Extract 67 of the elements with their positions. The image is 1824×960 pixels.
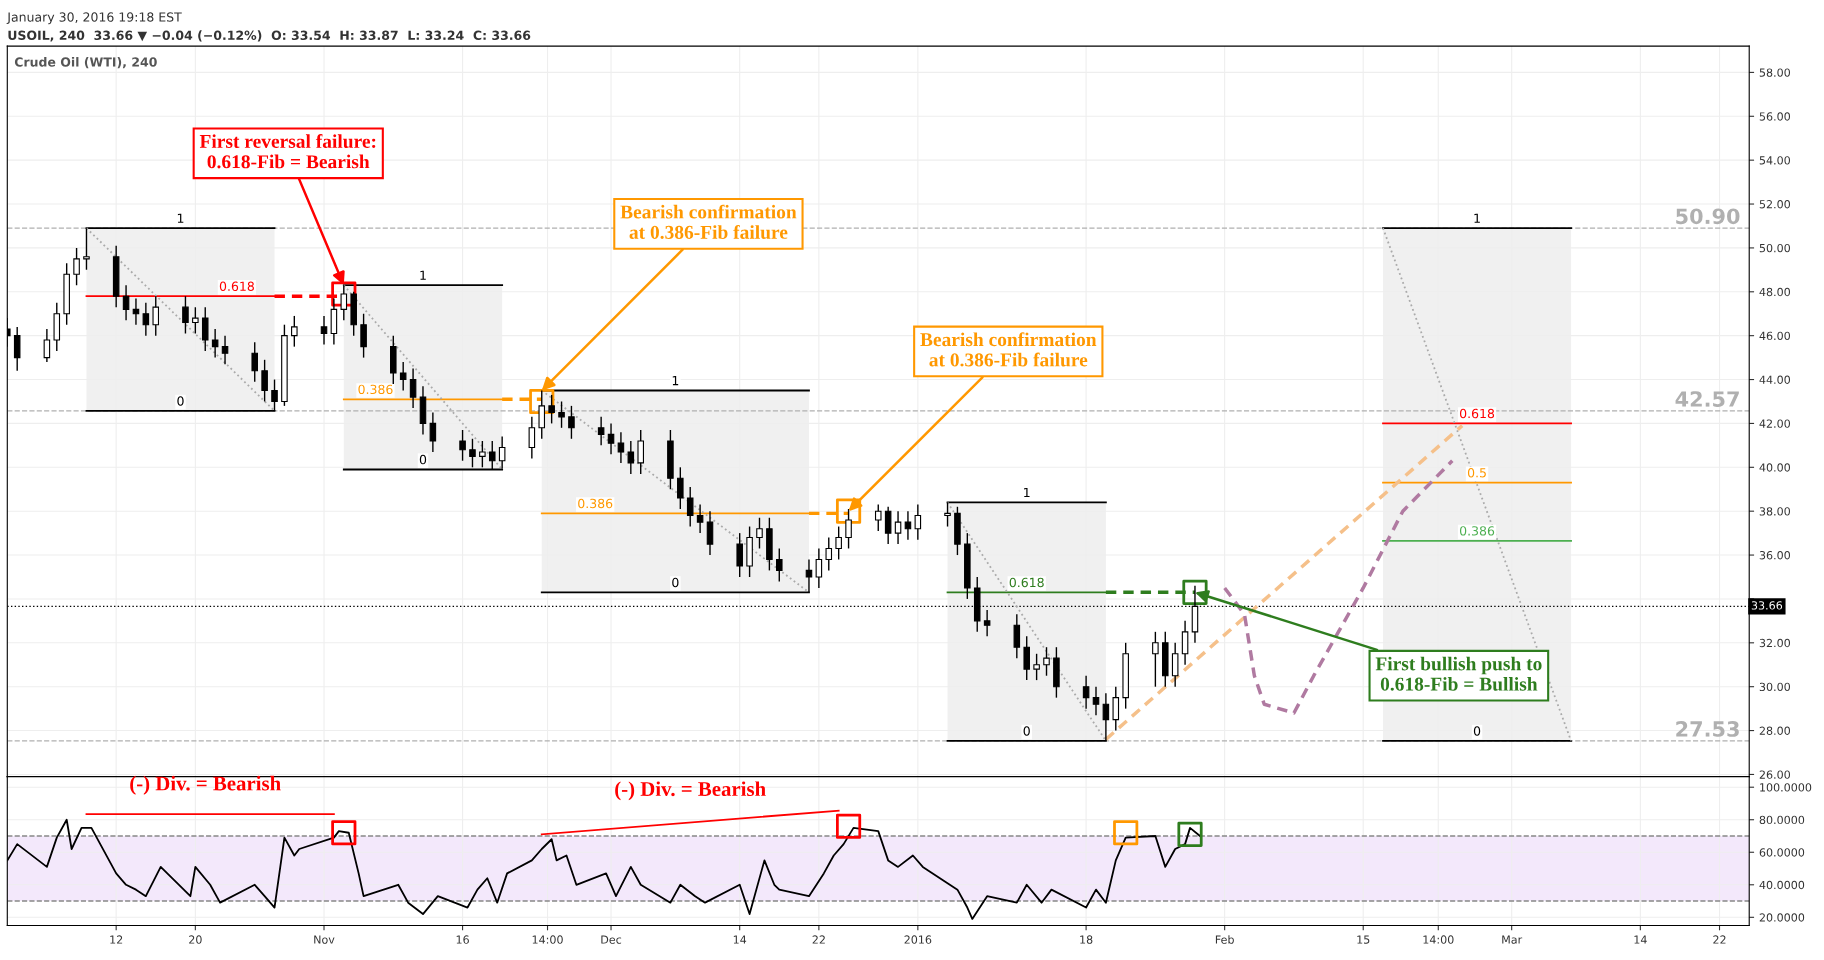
annotation: First bullish push to 0.618-Fib = Bullish [1375,656,1542,691]
series-label: 0 [1023,726,1030,736]
y-tick-label: 100.0000 [1760,783,1812,792]
y-tick-label: 48.00 [1759,287,1791,297]
y-tick-label: 58.00 [1759,68,1791,77]
x-tick-label: 14 [1634,935,1647,944]
series-label: 1 [1024,487,1030,498]
annotation: (-) Div. = Bearish [615,781,766,801]
ref-line-label: 27.53 [1676,721,1739,737]
y-tick-label: 54.00 [1759,156,1791,165]
annotation: First reversal failure: 0.618-Fib = Bearish [199,134,376,169]
x-tick-label: 15 [1357,935,1370,944]
x-tick-label: Nov [314,935,335,944]
ref-line-label: 42.57 [1675,391,1739,407]
series-label: 0.386 [358,384,393,395]
annotation: Bearish confirmation at 0.386-Fib failure [920,332,1097,367]
x-tick-label: 16 [456,935,469,944]
y-tick-label: 40.00 [1759,463,1791,472]
x-tick-label: 20 [189,935,202,944]
series-label: 0.618 [1009,577,1044,588]
x-tick-label: 22 [812,935,825,944]
x-tick-label: 22 [1713,935,1726,944]
series-label: 1 [420,270,426,280]
series-label: 0 [672,577,679,588]
y-tick-label: 38.00 [1759,507,1791,516]
x-tick-label: Feb [1215,935,1234,944]
y-tick-label: 30.00 [1759,682,1791,692]
y-tick-label: 28.00 [1759,726,1791,735]
annotation: Crude Oil (WTI), 240 [14,57,157,69]
y-tick-label: 36.00 [1759,551,1791,560]
x-tick-label: Mar [1502,935,1523,944]
chart-subtitle: USOIL, 240 33.66 ▼ −0.04 (−0.12%) O: 33.54 H: 33.87 L: 33.24 C: 33.66 [8,30,531,42]
annotation: (-) Div. = Bearish [130,775,281,795]
series-label: 1 [177,213,184,223]
x-tick-label: Dec [601,935,622,944]
y-tick-label: 20.0000 [1759,913,1805,922]
x-tick-label: 18 [1080,935,1093,944]
annotation: Bearish confirmation at 0.386-Fib failure [620,204,797,239]
series-label: 0.386 [578,498,613,509]
y-tick-label: 80.0000 [1759,815,1805,825]
ref-line-label: 33.66 [1751,601,1783,610]
x-tick-label: 14 [733,935,747,944]
series-label: 0.618 [219,281,254,291]
x-tick-label: 14:00 [532,935,563,944]
chart-title: January 30, 2016 19:18 EST [6,12,182,25]
x-tick-label: 2016 [904,935,932,944]
series-label: 0.386 [1459,526,1495,536]
series-label: 0 [177,396,184,406]
series-label: 1 [672,376,679,386]
y-tick-label: 42.00 [1759,419,1791,428]
series-label: 0.5 [1467,468,1486,478]
y-tick-label: 50.00 [1759,243,1791,253]
y-tick-label: 44.00 [1759,375,1791,384]
y-tick-label: 56.00 [1759,112,1791,121]
ref-line-label: 50.90 [1676,208,1740,225]
series-label: 0.618 [1459,408,1495,419]
series-label: 0 [1473,726,1481,736]
x-tick-label: 12 [110,935,123,944]
y-tick-label: 52.00 [1759,200,1791,209]
y-tick-label: 26.00 [1759,770,1791,779]
y-tick-label: 46.00 [1759,331,1791,341]
series-label: 0 [419,454,427,465]
y-tick-label: 60.0000 [1759,848,1805,857]
x-tick-label: 14:00 [1423,935,1454,944]
y-tick-label: 32.00 [1759,638,1791,648]
series-label: 1 [1474,213,1480,223]
y-tick-label: 40.0000 [1759,880,1805,890]
